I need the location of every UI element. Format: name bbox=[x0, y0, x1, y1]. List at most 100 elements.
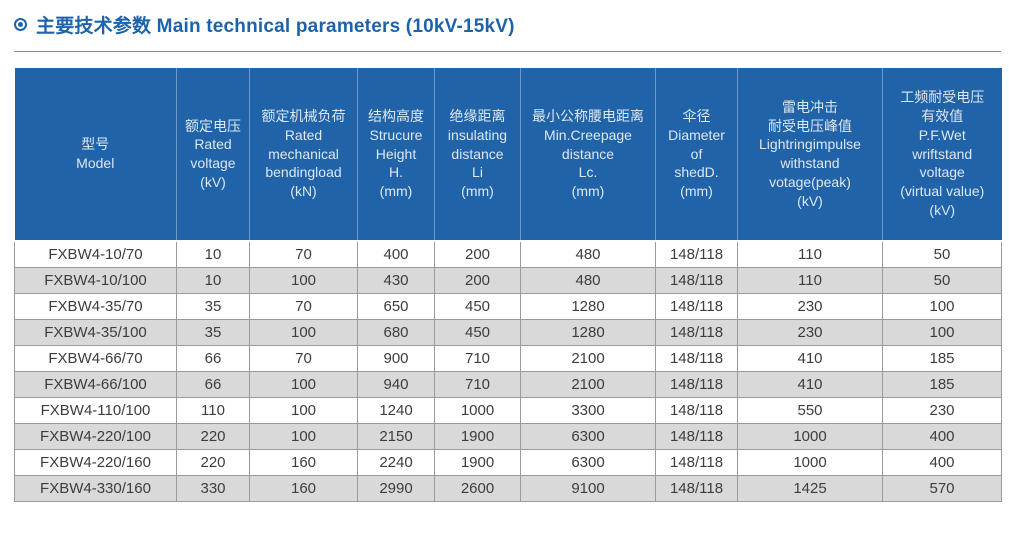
value-cell-shed-diameter: 148/118 bbox=[655, 266, 738, 294]
value-cell-power-frequency-withstand: 570 bbox=[882, 474, 1002, 502]
column-header-line: Height bbox=[375, 145, 417, 162]
value-cell-structure-height: 2990 bbox=[357, 474, 435, 502]
value-cell-rated-voltage: 330 bbox=[176, 474, 250, 502]
model-cell: FXBW4-10/70 bbox=[14, 240, 177, 268]
section-title: 主要技术参数 Main technical parameters (10kV-1… bbox=[14, 10, 515, 38]
value-cell-min-creepage-distance: 6300 bbox=[520, 422, 656, 450]
column-header-line: Rated bbox=[194, 136, 232, 153]
value-cell-insulating-distance: 200 bbox=[434, 240, 521, 268]
column-header-line: H. bbox=[389, 164, 403, 181]
value-cell-lightning-impulse-withstand: 1000 bbox=[737, 448, 883, 476]
value-cell-lightning-impulse-withstand: 230 bbox=[737, 292, 883, 320]
column-header-line: mechanical bbox=[268, 145, 339, 162]
value-cell-lightning-impulse-withstand: 1000 bbox=[737, 422, 883, 450]
value-cell-structure-height: 680 bbox=[357, 318, 435, 346]
value-cell-rated-mechanical-bending-load: 70 bbox=[249, 344, 358, 372]
table-header: 型号 Model 额定电压 Rated voltage (kV) 额定机械负荷 Rated me… bbox=[14, 68, 1002, 242]
column-header-line: wriftstand bbox=[912, 145, 973, 162]
column-header-line: 额定电压 bbox=[185, 117, 241, 134]
model-cell: FXBW4-330/160 bbox=[14, 474, 177, 502]
value-cell-shed-diameter: 148/118 bbox=[655, 370, 738, 398]
page-title: 主要技术参数 Main technical parameters (10kV-1… bbox=[36, 15, 515, 37]
value-cell-min-creepage-distance: 2100 bbox=[520, 370, 656, 398]
value-cell-min-creepage-distance: 9100 bbox=[520, 474, 656, 502]
value-cell-rated-mechanical-bending-load: 100 bbox=[249, 370, 358, 398]
value-cell-rated-mechanical-bending-load: 70 bbox=[249, 292, 358, 320]
value-cell-insulating-distance: 2600 bbox=[434, 474, 521, 502]
title-divider bbox=[14, 51, 1001, 52]
table-row: FXBW4-35/100 35 100 680 450 1280 148/118 230 100 bbox=[14, 318, 1002, 346]
column-header-line: Diameter bbox=[668, 126, 725, 143]
column-header-line: (virtual value) bbox=[900, 183, 985, 200]
value-cell-lightning-impulse-withstand: 410 bbox=[737, 344, 883, 372]
column-header-line: 工频耐受电压 bbox=[900, 89, 985, 106]
circle-dot-icon bbox=[14, 17, 27, 31]
column-header-line: 雷电冲击 bbox=[782, 98, 838, 115]
table-row: FXBW4-220/100 220 100 2150 1900 6300 148/118 10… bbox=[14, 422, 1002, 450]
value-cell-rated-mechanical-bending-load: 160 bbox=[249, 448, 358, 476]
value-cell-rated-voltage: 110 bbox=[176, 396, 250, 424]
value-cell-rated-mechanical-bending-load: 100 bbox=[249, 266, 358, 294]
value-cell-lightning-impulse-withstand: 110 bbox=[737, 240, 883, 268]
value-cell-insulating-distance: 450 bbox=[434, 318, 521, 346]
value-cell-rated-voltage: 10 bbox=[176, 240, 250, 268]
value-cell-structure-height: 2150 bbox=[357, 422, 435, 450]
value-cell-structure-height: 940 bbox=[357, 370, 435, 398]
value-cell-rated-mechanical-bending-load: 100 bbox=[249, 318, 358, 346]
value-cell-min-creepage-distance: 3300 bbox=[520, 396, 656, 424]
value-cell-shed-diameter: 148/118 bbox=[655, 474, 738, 502]
column-header-line: votage(peak) bbox=[769, 173, 851, 190]
column-header-line: Min.Creepage bbox=[544, 126, 632, 143]
value-cell-rated-voltage: 220 bbox=[176, 448, 250, 476]
column-header-line: P.F.Wet bbox=[918, 126, 966, 143]
value-cell-rated-voltage: 10 bbox=[176, 266, 250, 294]
column-header-line: Rated bbox=[284, 126, 323, 143]
value-cell-power-frequency-withstand: 100 bbox=[882, 292, 1002, 320]
column-header-line: (kN) bbox=[290, 183, 317, 200]
value-cell-structure-height: 1240 bbox=[357, 396, 435, 424]
value-cell-shed-diameter: 148/118 bbox=[655, 344, 738, 372]
value-cell-rated-mechanical-bending-load: 100 bbox=[249, 422, 358, 450]
column-header-line: (kV) bbox=[797, 192, 823, 209]
value-cell-min-creepage-distance: 6300 bbox=[520, 448, 656, 476]
model-cell: FXBW4-35/70 bbox=[14, 292, 177, 320]
model-cell: FXBW4-220/160 bbox=[14, 448, 177, 476]
column-header-line: Strucure bbox=[369, 126, 423, 143]
value-cell-rated-voltage: 66 bbox=[176, 344, 250, 372]
value-cell-insulating-distance: 1900 bbox=[434, 422, 521, 450]
column-header-line: (kV) bbox=[200, 173, 226, 190]
column-header-line: 最小公称腰电距离 bbox=[532, 108, 644, 125]
model-cell: FXBW4-220/100 bbox=[14, 422, 177, 450]
column-header-line: 额定机械负荷 bbox=[261, 108, 346, 125]
column-header-line: voltage bbox=[190, 155, 236, 171]
value-cell-shed-diameter: 148/118 bbox=[655, 318, 738, 346]
model-cell: FXBW4-10/100 bbox=[14, 266, 177, 294]
value-cell-insulating-distance: 450 bbox=[434, 292, 521, 320]
table-row: FXBW4-330/160 330 160 2990 2600 9100 148/118 14… bbox=[14, 474, 1002, 502]
value-cell-rated-voltage: 220 bbox=[176, 422, 250, 450]
value-cell-power-frequency-withstand: 50 bbox=[882, 240, 1002, 268]
value-cell-power-frequency-withstand: 185 bbox=[882, 344, 1002, 372]
column-header-line: (mm) bbox=[461, 183, 494, 200]
column-header-line: shedD. bbox=[674, 164, 719, 181]
value-cell-insulating-distance: 710 bbox=[434, 344, 521, 372]
value-cell-power-frequency-withstand: 185 bbox=[882, 370, 1002, 398]
value-cell-rated-mechanical-bending-load: 160 bbox=[249, 474, 358, 502]
header-row: 型号 Model 额定电压 Rated voltage (kV) 额定机械负荷 Rated me… bbox=[14, 68, 1002, 242]
column-header-line: 结构高度 bbox=[368, 108, 424, 125]
value-cell-lightning-impulse-withstand: 110 bbox=[737, 266, 883, 294]
column-header-line: 有效值 bbox=[921, 108, 964, 125]
column-header-line: bendingload bbox=[265, 164, 342, 181]
value-cell-shed-diameter: 148/118 bbox=[655, 422, 738, 450]
value-cell-min-creepage-distance: 1280 bbox=[520, 292, 656, 320]
column-header-insulating-distance: 绝缘距离 insulating distance Li (mm) bbox=[434, 68, 521, 242]
table-row: FXBW4-66/70 66 70 900 710 2100 148/118 410 185 bbox=[14, 344, 1002, 372]
value-cell-insulating-distance: 710 bbox=[434, 370, 521, 398]
value-cell-rated-voltage: 35 bbox=[176, 318, 250, 346]
column-header-line: insulating bbox=[447, 126, 508, 143]
value-cell-power-frequency-withstand: 50 bbox=[882, 266, 1002, 294]
column-header-line: withstand bbox=[780, 155, 840, 171]
table-row: FXBW4-35/70 35 70 650 450 1280 148/118 230 100 bbox=[14, 292, 1002, 320]
value-cell-rated-mechanical-bending-load: 70 bbox=[249, 240, 358, 268]
column-header-line: distance bbox=[561, 145, 615, 162]
